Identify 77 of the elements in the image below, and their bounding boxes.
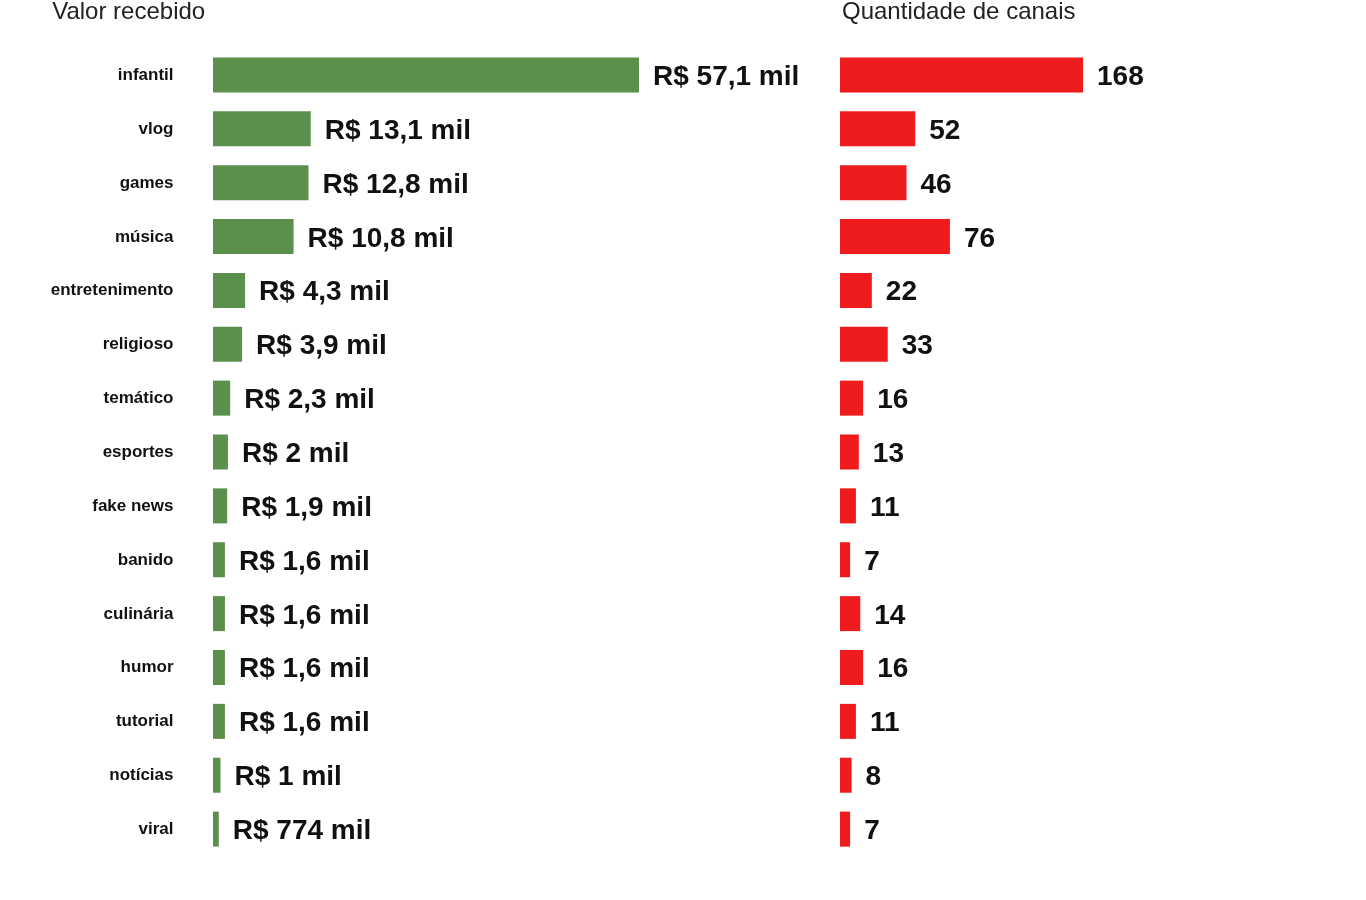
data-label: R$ 3,9 mil: [256, 329, 387, 361]
data-label: R$ 4,3 mil: [259, 275, 390, 307]
bar: [840, 380, 864, 416]
y-tick-label: banido: [117, 549, 174, 569]
y-tick-label: tutorial: [115, 711, 174, 731]
data-label: R$ 13,1 mil: [324, 113, 472, 145]
y-tick-label: vlog: [138, 118, 174, 138]
bar: [840, 757, 852, 793]
data-label: R$ 774 mil: [232, 814, 372, 846]
y-tick-label: infantil: [117, 64, 174, 84]
data-label: 16: [877, 652, 909, 684]
bar: [213, 542, 225, 578]
y-tick-label: notícias: [109, 765, 174, 785]
bar: [213, 57, 639, 93]
y-tick-label: culinária: [103, 603, 175, 623]
y-tick-label: temático: [103, 388, 174, 408]
bar: [213, 165, 309, 201]
data-label: R$ 1,6 mil: [238, 706, 370, 738]
bar: [213, 272, 246, 308]
bar: [213, 111, 311, 147]
bar: [840, 165, 907, 201]
data-label: 7: [864, 814, 880, 846]
data-label: R$ 57,1 mil: [653, 59, 800, 91]
bar: [840, 703, 856, 739]
bar: [840, 542, 851, 578]
data-label: 46: [920, 167, 952, 199]
bar: [213, 757, 221, 793]
bar: [213, 488, 228, 524]
bar: [213, 811, 219, 847]
data-label: 16: [877, 383, 909, 415]
bar: [213, 434, 228, 470]
bar: [840, 111, 916, 147]
bar: [840, 326, 888, 362]
bar: [840, 272, 872, 308]
chart-title: Quantidade de canais: [842, 0, 1076, 24]
data-label: R$ 10,8 mil: [307, 221, 454, 253]
bar: [213, 649, 225, 685]
data-label: R$ 1,6 mil: [238, 652, 370, 684]
data-label: R$ 1,9 mil: [241, 490, 372, 522]
bar: [840, 596, 861, 632]
data-label: 168: [1097, 59, 1144, 91]
bar: [213, 219, 294, 255]
bar: [840, 488, 856, 524]
data-label: R$ 2,3 mil: [244, 383, 375, 415]
y-tick-label: esportes: [102, 442, 174, 461]
y-tick-label: viral: [138, 819, 174, 839]
bar: [840, 434, 859, 470]
data-label: R$ 1 mil: [234, 760, 342, 792]
bar: [213, 326, 243, 362]
data-label: 33: [901, 329, 933, 361]
data-label: R$ 1,6 mil: [238, 598, 370, 630]
bar: [840, 811, 851, 847]
y-tick-label: religioso: [102, 334, 174, 354]
data-label: 76: [963, 221, 996, 253]
data-label: 7: [864, 544, 880, 576]
y-tick-label: entretenimento: [50, 280, 174, 300]
data-label: 22: [885, 275, 917, 307]
bar: [840, 219, 950, 255]
data-label: 52: [929, 113, 961, 145]
data-label: R$ 12,8 mil: [322, 167, 469, 199]
data-label: 11: [869, 706, 900, 738]
y-tick-label: fake news: [92, 495, 174, 515]
data-label: 11: [869, 490, 900, 522]
data-label: 14: [874, 598, 906, 630]
y-tick-label: games: [119, 172, 174, 192]
data-label: 13: [872, 437, 904, 468]
data-label: R$ 2 mil: [241, 437, 350, 468]
data-label: 8: [865, 760, 882, 792]
chart-title: Valor recebido: [52, 0, 206, 24]
data-label: R$ 1,6 mil: [238, 544, 370, 576]
bar: [213, 596, 225, 632]
y-tick-label: música: [114, 226, 175, 246]
bar: [213, 380, 231, 416]
bar: [840, 649, 864, 685]
bar: [840, 57, 1083, 93]
bar: [213, 703, 225, 739]
y-tick-label: humor: [120, 657, 174, 677]
